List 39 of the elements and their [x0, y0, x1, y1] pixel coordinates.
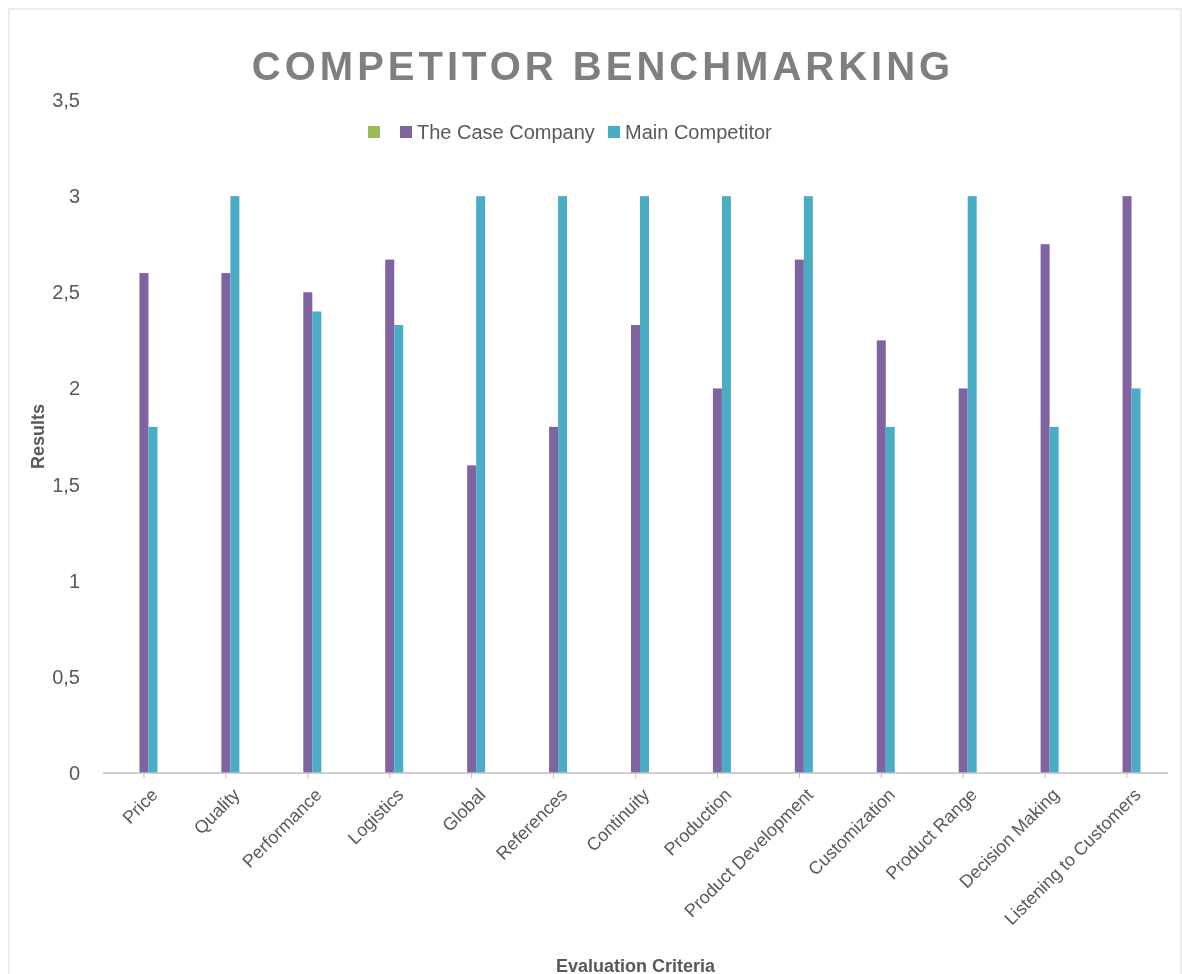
- bar: [876, 340, 886, 773]
- bar: [558, 196, 568, 773]
- bar: [221, 273, 231, 773]
- bar: [467, 465, 477, 773]
- bar: [958, 388, 968, 773]
- bar: [148, 426, 158, 773]
- bar: [303, 292, 313, 773]
- bar: [803, 196, 813, 773]
- bar: [549, 426, 559, 773]
- y-tick-label: 0: [68, 762, 80, 784]
- bar: [631, 324, 640, 773]
- y-tick-label: 1: [68, 569, 80, 592]
- legend-label: The Case Company: [417, 121, 595, 143]
- bar: [640, 196, 649, 773]
- bar: [885, 426, 895, 773]
- bar: [712, 388, 722, 773]
- bar: [1049, 426, 1059, 773]
- y-axis-title: Results: [28, 403, 48, 470]
- y-tick-label: 2: [68, 377, 80, 400]
- bar: [476, 196, 486, 773]
- bar: [139, 273, 149, 773]
- bar: [967, 196, 977, 773]
- bar: [1131, 388, 1141, 773]
- legend-label: Main Competitor: [625, 121, 773, 143]
- bar: [312, 311, 322, 773]
- bar: [385, 259, 395, 773]
- y-tick-label: 3,5: [52, 89, 80, 111]
- y-tick-label: 2,5: [52, 281, 80, 304]
- chart-title: COMPETITOR BENCHMARKING: [251, 44, 955, 88]
- y-tick-label: 1,5: [52, 473, 80, 496]
- bar: [794, 259, 804, 773]
- bar: [721, 196, 731, 773]
- bar: [230, 196, 240, 773]
- bar: [394, 324, 404, 773]
- x-axis-title: Evaluation Criteria: [555, 956, 717, 974]
- bar: [1040, 244, 1050, 773]
- y-tick-label: 3: [68, 185, 80, 208]
- bar: [1122, 196, 1132, 773]
- y-tick-label: 0,5: [52, 665, 80, 688]
